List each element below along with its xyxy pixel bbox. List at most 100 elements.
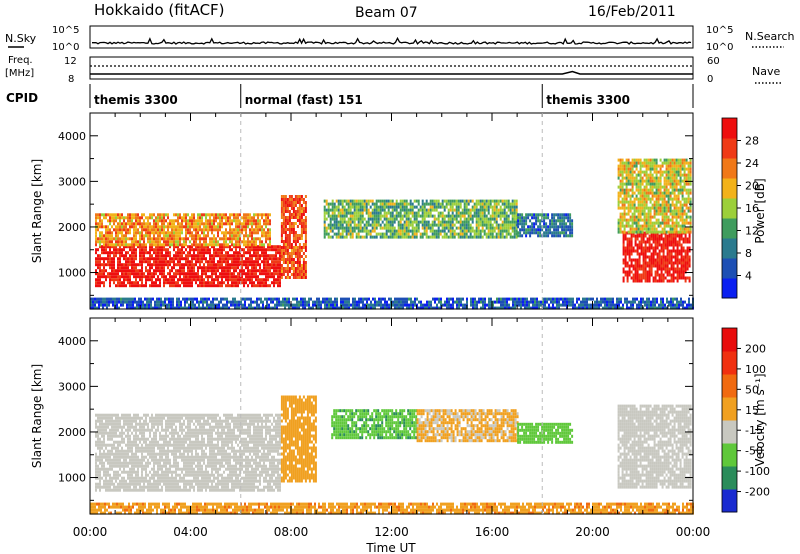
data-cell: [145, 281, 147, 285]
data-cell: [515, 205, 518, 209]
data-cell: [655, 203, 658, 207]
data-cell: [627, 167, 630, 171]
data-cell: [655, 185, 658, 189]
data-cell: [229, 263, 231, 267]
data-cell: [302, 198, 305, 201]
data-cell: [569, 222, 572, 226]
data-cell: [361, 217, 364, 221]
data-cell: [677, 194, 680, 198]
data-cell: [126, 300, 128, 304]
data-cell: [461, 229, 464, 233]
data-cell: [106, 306, 108, 310]
data-cell: [375, 226, 378, 230]
data-cell: [371, 199, 374, 203]
data-cell: [290, 195, 293, 198]
data-cell: [676, 234, 679, 238]
data-cell: [111, 269, 113, 273]
data-cell: [683, 164, 686, 168]
data-cell: [685, 215, 688, 219]
data-cell: [333, 214, 336, 218]
data-cell: [471, 220, 474, 224]
data-cell: [191, 234, 193, 238]
data-cell: [561, 228, 564, 232]
data-cell: [191, 213, 193, 217]
data-cell: [280, 276, 283, 279]
data-cell: [239, 251, 241, 255]
data-cell: [673, 173, 676, 177]
data-cell: [643, 209, 646, 213]
data-cell: [217, 269, 219, 273]
data-cell: [267, 278, 269, 282]
data-cell: [189, 216, 191, 220]
data-cell: [397, 214, 400, 218]
data-cell: [668, 273, 671, 277]
data-cell: [679, 185, 682, 189]
data-cell: [661, 203, 664, 207]
data-cell: [685, 197, 688, 201]
data-cell: [121, 243, 123, 247]
data-cell: [294, 276, 297, 279]
data-cell: [235, 257, 237, 261]
data-cell: [211, 240, 213, 244]
data-cell: [211, 213, 213, 217]
data-cell: [192, 306, 194, 310]
data-cell: [103, 237, 105, 241]
data-cell: [335, 235, 338, 239]
data-cell: [119, 219, 121, 223]
data-cell: [507, 214, 510, 218]
data-cell: [115, 251, 117, 255]
data-cell: [304, 219, 307, 222]
data-cell: [162, 300, 164, 304]
data-cell: [219, 251, 221, 255]
data-cell: [139, 237, 141, 241]
data-cell: [189, 240, 191, 244]
data-cell: [373, 202, 376, 206]
data-cell: [219, 243, 221, 247]
data-cell: [441, 214, 444, 218]
data-cell: [243, 228, 245, 232]
data-cell: [637, 188, 640, 192]
data-cell: [255, 243, 257, 247]
data-cell: [267, 248, 269, 252]
data-cell: [633, 197, 636, 201]
data-cell: [159, 240, 161, 244]
data-cell: [689, 170, 692, 174]
data-cell: [127, 260, 129, 264]
data-cell: [245, 275, 247, 279]
data-cell: [144, 303, 146, 307]
data-cell: [114, 300, 116, 304]
data-cell: [471, 199, 474, 203]
data-cell: [515, 235, 518, 239]
data-cell: [535, 231, 538, 235]
data-cell: [619, 185, 622, 189]
data-cell: [245, 266, 247, 270]
data-cell: [252, 300, 254, 304]
data-cell: [625, 221, 628, 225]
data-cell: [115, 216, 117, 220]
data-cell: [395, 229, 398, 233]
data-cell: [515, 220, 518, 224]
data-cell: [677, 221, 680, 225]
data-cell: [683, 161, 686, 165]
data-cell: [292, 231, 295, 234]
data-cell: [165, 281, 167, 285]
data-cell: [237, 225, 239, 229]
data-cell: [479, 235, 482, 239]
data-cell: [393, 235, 396, 239]
data-cell: [643, 215, 646, 219]
data-cell: [674, 267, 677, 271]
data-cell: [225, 237, 227, 241]
data-cell: [391, 205, 394, 209]
data-cell: [203, 251, 205, 255]
data-cell: [149, 269, 151, 273]
data-cell: [140, 306, 142, 310]
data-cell: [343, 220, 346, 224]
data-cell: [113, 281, 115, 285]
data-cell: [115, 234, 117, 238]
data-cell: [192, 303, 194, 307]
data-cell: [247, 240, 249, 244]
data-cell: [212, 306, 214, 310]
data-cell: [119, 263, 121, 267]
data-cell: [290, 228, 293, 231]
data-cell: [247, 234, 249, 238]
